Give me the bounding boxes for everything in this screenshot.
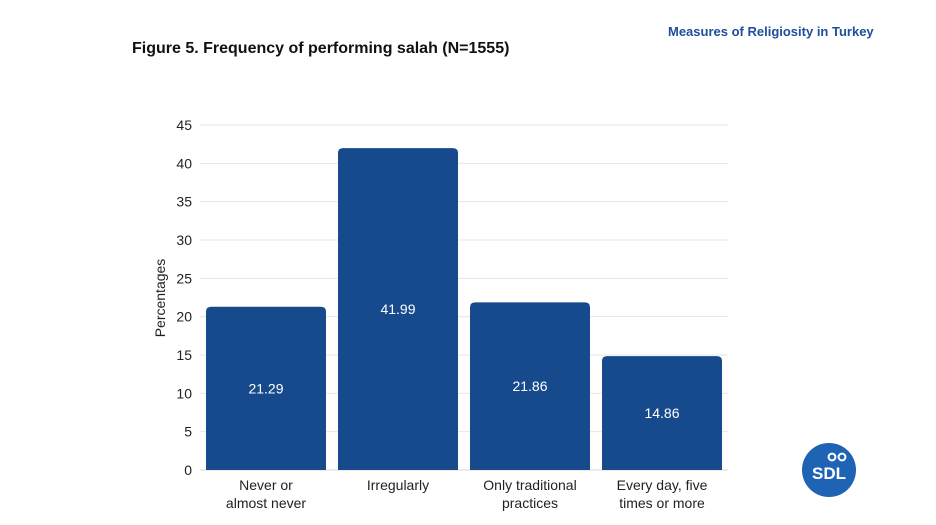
bar-value-label: 21.29	[248, 380, 283, 396]
y-tick-label: 25	[176, 270, 192, 286]
bar	[206, 306, 326, 470]
x-axis-labels: Never or almost never Irregularly Only trad…	[226, 477, 708, 511]
bar-value-label: 14.86	[644, 405, 679, 421]
bar-value-label: 21.86	[512, 378, 547, 394]
y-tick-label: 0	[184, 462, 192, 478]
y-axis-ticks: 0 5 10 15 20 25 30 35 40 45	[176, 117, 192, 478]
y-tick-label: 10	[176, 385, 192, 401]
y-axis-label: Percentages	[152, 259, 168, 338]
bar	[338, 148, 458, 470]
y-tick-label: 15	[176, 347, 192, 363]
x-category-label: Only traditional	[483, 477, 576, 493]
figure-title: Figure 5. Frequency of performing salah …	[132, 40, 510, 57]
y-tick-label: 20	[176, 309, 192, 325]
x-category-label: times or more	[619, 495, 705, 511]
x-category-label: Every day, five	[617, 477, 708, 493]
bars: 21.29 41.99 21.86 14.86	[206, 148, 722, 470]
x-category-label: Never or	[239, 477, 293, 493]
x-category-label: practices	[502, 495, 558, 511]
y-tick-label: 45	[176, 117, 192, 133]
y-tick-label: 40	[176, 155, 192, 171]
x-category-label: almost never	[226, 495, 306, 511]
bar-value-label: 41.99	[380, 301, 415, 317]
sdl-logo: SDL	[802, 443, 856, 497]
bar	[602, 356, 722, 470]
y-tick-label: 5	[184, 424, 192, 440]
bar	[470, 302, 590, 470]
y-tick-label: 30	[176, 232, 192, 248]
y-tick-label: 35	[176, 194, 192, 210]
report-title: Measures of Religiosity in Turkey	[668, 24, 874, 39]
x-category-label: Irregularly	[367, 477, 429, 493]
svg-text:SDL: SDL	[812, 464, 846, 483]
